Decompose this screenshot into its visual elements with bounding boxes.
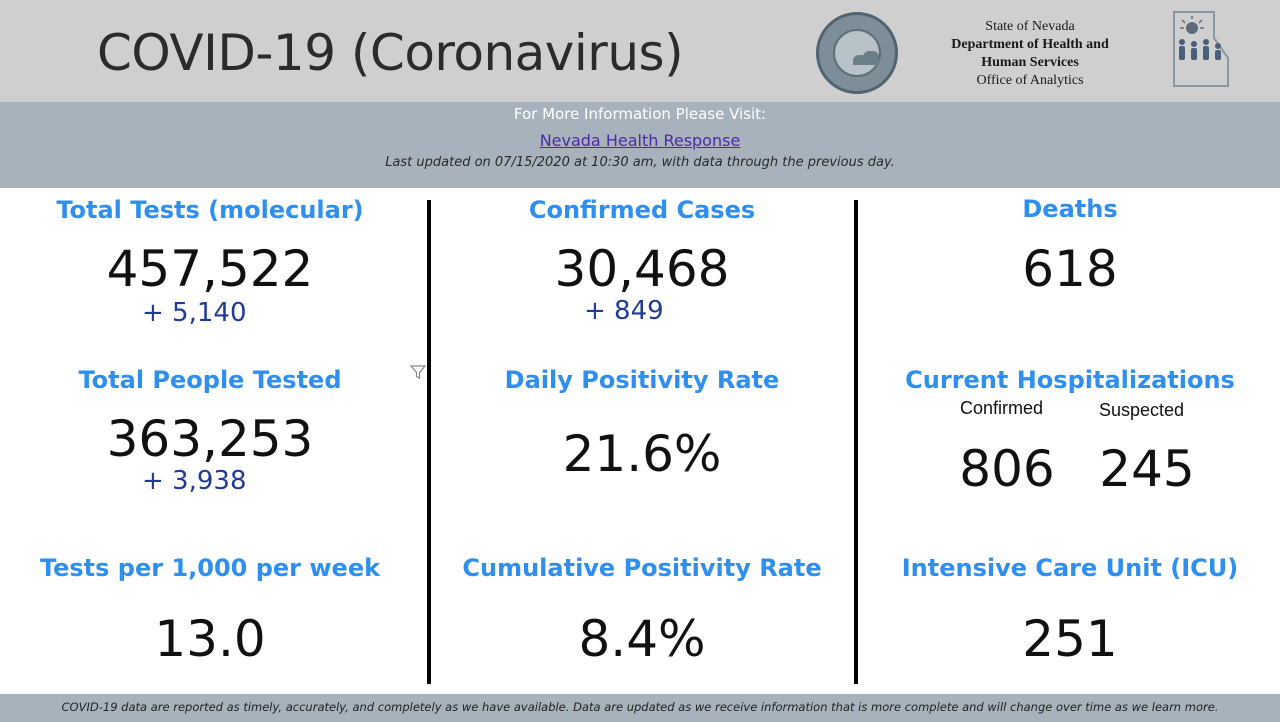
footer-bar: COVID-19 data are reported as timely, ac… (0, 694, 1280, 722)
total-tests-delta: + 5,140 (142, 298, 247, 328)
deaths-value: 618 (1022, 240, 1118, 298)
daily-positivity-value: 21.6% (562, 425, 722, 483)
confirmed-cases-heading: Confirmed Cases (528, 196, 756, 224)
confirmed-cases-value: 30,468 (554, 240, 730, 298)
agency-department: Department of Health and (951, 37, 1109, 52)
agency-state: State of Nevada (985, 19, 1075, 34)
agency-office: Office of Analytics (976, 73, 1084, 88)
total-tests-heading: Total Tests (molecular) (56, 196, 364, 224)
header-bar: COVID-19 (Coronavirus) State of Nevada D… (0, 0, 1280, 102)
agency-name: State of Nevada Department of Health and… (930, 18, 1130, 90)
cumulative-positivity-value: 8.4% (578, 610, 706, 668)
people-tested-value: 363,253 (106, 410, 314, 468)
hospitalizations-suspected-value: 245 (1099, 440, 1195, 498)
info-bar: For More Information Please Visit: Nevad… (0, 102, 1280, 188)
icu-heading: Intensive Care Unit (ICU) (901, 554, 1239, 582)
filter-icon[interactable] (410, 364, 426, 380)
page-title: COVID-19 (Coronavirus) (97, 24, 684, 82)
people-tested-delta: + 3,938 (142, 466, 247, 496)
agency-department-cont: Human Services (981, 55, 1079, 70)
more-info-text: For More Information Please Visit: (513, 105, 767, 123)
people-tested-heading: Total People Tested (78, 366, 342, 394)
hospitalizations-confirmed-value: 806 (959, 440, 1055, 498)
daily-positivity-heading: Daily Positivity Rate (504, 366, 780, 394)
dhhs-logo-icon (1173, 11, 1229, 87)
last-updated-text: Last updated on 07/15/2020 at 10:30 am, … (385, 155, 895, 170)
cumulative-positivity-heading: Cumulative Positivity Rate (462, 554, 822, 582)
tests-per-1000-heading: Tests per 1,000 per week (39, 554, 381, 582)
nevada-health-response-link[interactable]: Nevada Health Response (539, 131, 741, 150)
tests-per-1000-value: 13.0 (154, 610, 266, 668)
total-tests-value: 457,522 (106, 240, 314, 298)
hospitalizations-confirmed-label: Confirmed (960, 398, 1044, 418)
footer-disclaimer: COVID-19 data are reported as timely, ac… (61, 700, 1219, 714)
nevada-state-seal-icon (816, 12, 898, 94)
hospitalizations-heading: Current Hospitalizations (905, 366, 1235, 394)
deaths-heading: Deaths (1022, 195, 1118, 223)
confirmed-cases-delta: + 849 (584, 296, 664, 326)
column-divider-right (854, 200, 858, 684)
column-divider-left (427, 200, 431, 684)
icu-value: 251 (1022, 610, 1118, 668)
hospitalizations-suspected-label: Suspected (1099, 400, 1185, 420)
